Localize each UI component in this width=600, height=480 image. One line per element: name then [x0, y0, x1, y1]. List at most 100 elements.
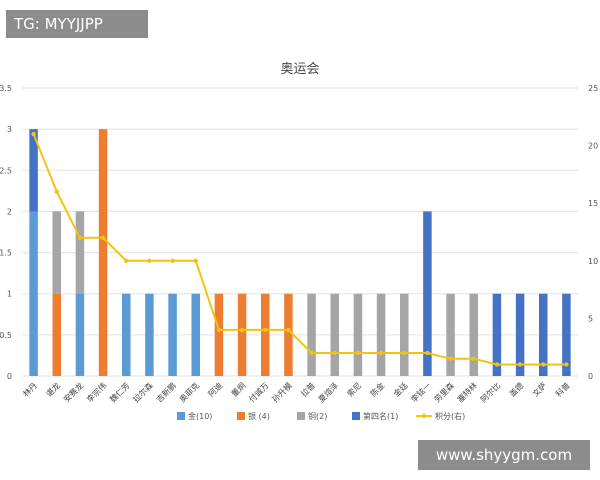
- legend-swatch: [297, 412, 305, 420]
- x-tick-label: 阿尔比: [478, 380, 502, 404]
- score-point: [193, 258, 198, 263]
- score-point: [471, 356, 476, 361]
- score-point: [448, 356, 453, 361]
- chart-title: 奥运会: [280, 62, 319, 77]
- score-point: [541, 362, 546, 367]
- bar-1-2: [75, 293, 85, 376]
- x-tick-label: 文萨: [530, 380, 548, 398]
- bar-4-21: [515, 293, 525, 376]
- x-tick-label: 安赛龙: [61, 380, 85, 404]
- y-left-tick-label: 1.5: [0, 249, 12, 258]
- bar-4-23: [562, 293, 571, 376]
- y-right-tick-label: 0: [588, 372, 593, 381]
- bar-2-3: [98, 129, 108, 376]
- bar-2-10: [261, 293, 270, 376]
- watermark-bottom: www.shyygm.com: [418, 440, 590, 470]
- bar-3-18: [446, 293, 455, 376]
- bar-1-0: [29, 211, 38, 376]
- y-right-tick-label: 10: [588, 257, 598, 266]
- y-axis-left: 0 0.5 1 1.5 2 2.5 3 3.5: [0, 84, 12, 381]
- y-left-tick-label: 0.5: [0, 331, 12, 340]
- y-left-tick-label: 1: [7, 290, 12, 299]
- x-tick-label: 孙升模: [270, 380, 294, 404]
- x-tick-label: 夏煊泽: [316, 380, 340, 404]
- legend-swatch: [177, 412, 185, 420]
- score-point: [355, 350, 361, 356]
- bar-3-2: [75, 211, 85, 294]
- y-right-tick-label: 5: [588, 314, 593, 323]
- bar-1-7: [191, 293, 200, 376]
- score-point: [100, 235, 106, 240]
- x-tick-label: 塞特林: [455, 380, 479, 404]
- score-line-path: [32, 133, 567, 366]
- legend: 金(10) 银 (4) 铜(2) 第四名(1) 积分(右): [177, 411, 465, 421]
- bar-4-17: [423, 211, 432, 376]
- score-point: [378, 350, 384, 356]
- bar-3-15: [376, 293, 386, 376]
- x-tick-label: 劳里森: [432, 380, 456, 404]
- legend-label: 银 (4): [248, 411, 270, 421]
- x-tick-label: 吉新鹏: [154, 380, 178, 404]
- y-left-tick-label: 3: [7, 125, 12, 134]
- x-tick-label: 陈金: [368, 380, 386, 398]
- y-right-tick-label: 15: [588, 199, 598, 208]
- legend-swatch: [237, 412, 245, 420]
- x-axis-labels: 林丹 谌龙 安赛龙 李宗伟 魏仁芳 拉尔森 吉新鹏 奥菲克 阿迪 董炯 付诚万 孙升模 拉普 夏煊泽 索尼陈…: [21, 380, 572, 404]
- bar-1-5: [145, 293, 154, 376]
- x-tick-label: 拉普: [299, 380, 317, 398]
- gridlines: [22, 87, 578, 377]
- bar-2-11: [284, 293, 293, 376]
- bar-3-16: [400, 293, 409, 376]
- x-tick-label: 付诚万: [247, 380, 271, 404]
- legend-swatch-marker: [421, 413, 427, 419]
- x-tick-label: 索尼: [345, 380, 363, 398]
- score-point: [402, 350, 407, 356]
- bar-3-14: [353, 293, 363, 376]
- score-line: [31, 131, 569, 367]
- y-left-tick-label: 0: [7, 372, 12, 381]
- y-right-tick-label: 20: [588, 142, 598, 151]
- score-point: [286, 327, 291, 333]
- y-left-tick-label: 2.5: [0, 166, 12, 175]
- x-tick-label: 拉尔森: [131, 380, 155, 404]
- y-left-tick-label: 3.5: [0, 84, 12, 93]
- score-point: [425, 350, 430, 356]
- bar-3-1: [52, 211, 61, 294]
- x-tick-label: 盖德: [507, 380, 525, 398]
- y-axis-right: 0 5 10 15 20 25: [588, 84, 598, 381]
- bar-2-1: [52, 293, 61, 376]
- bar-1-4: [122, 293, 131, 376]
- x-tick-label: 阿迪: [206, 380, 224, 398]
- bar-3-19: [469, 293, 478, 376]
- watermark-top: TG: MYYJJPP: [6, 10, 148, 38]
- legend-swatch: [352, 412, 360, 420]
- score-point: [564, 362, 569, 367]
- score-point: [170, 258, 175, 263]
- bar-4-22: [539, 293, 548, 376]
- bar-3-12: [307, 293, 316, 376]
- score-point: [31, 131, 36, 137]
- legend-label: 铜(2): [308, 411, 327, 421]
- x-tick-label: 林丹: [21, 380, 39, 398]
- score-point: [77, 235, 83, 240]
- x-tick-label: 李铉一: [409, 380, 433, 404]
- x-tick-label: 谌龙: [44, 380, 62, 398]
- y-right-tick-label: 25: [588, 84, 598, 93]
- score-point: [54, 189, 59, 194]
- score-point: [124, 258, 129, 263]
- x-tick-label: 奥菲克: [177, 380, 201, 404]
- bars: [29, 129, 571, 376]
- x-tick-label: 董炯: [229, 380, 247, 398]
- x-tick-label: 金廷: [391, 380, 409, 398]
- score-point: [517, 362, 523, 367]
- bar-2-9: [237, 293, 247, 376]
- score-point: [332, 350, 337, 356]
- bar-4-20: [492, 293, 502, 376]
- score-point: [263, 327, 268, 333]
- x-tick-label: 李宗伟: [84, 380, 108, 404]
- y-left-tick-label: 2: [7, 207, 12, 216]
- legend-label: 积分(右): [435, 411, 465, 421]
- score-point: [147, 258, 152, 263]
- bar-2-8: [214, 293, 224, 376]
